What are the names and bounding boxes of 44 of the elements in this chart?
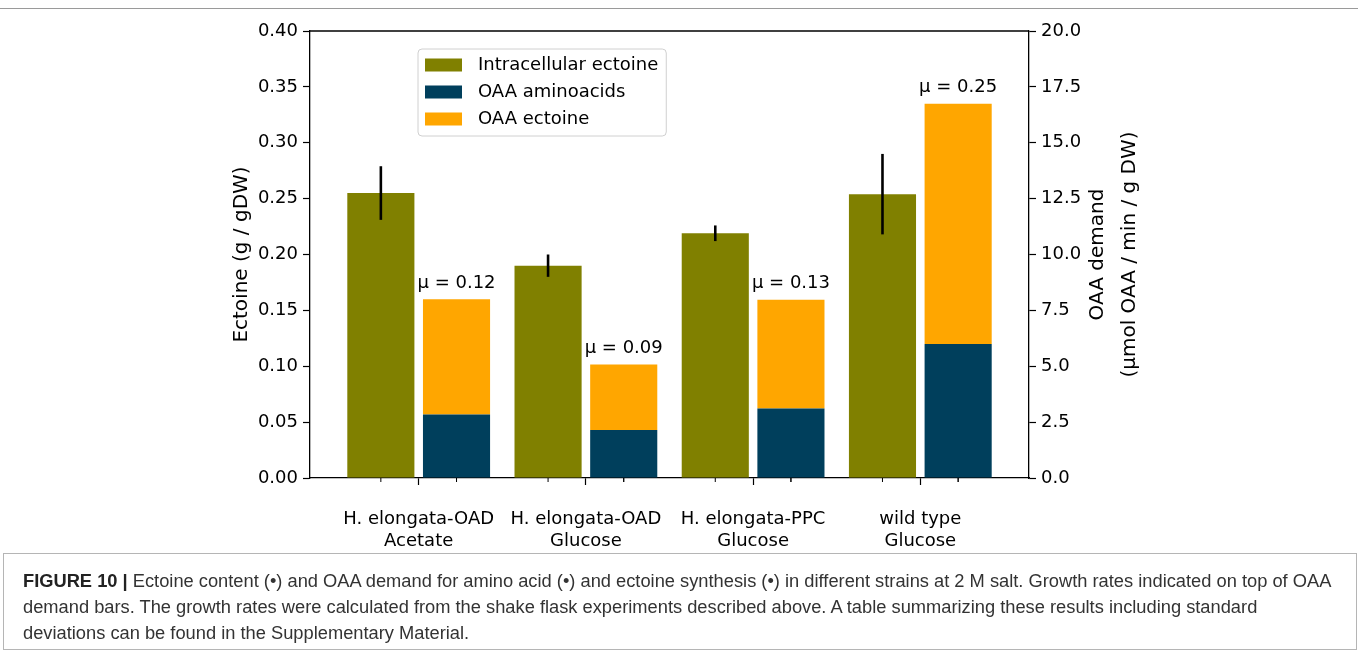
y2-tick-label: 15.0 — [1041, 130, 1082, 152]
legend-label: Intracellular ectoine — [478, 52, 659, 74]
bar — [514, 265, 582, 478]
legend-label: OAA ectoine — [478, 106, 590, 128]
caption: FIGURE 10 | Ectoine content (•) and OAA demand for amino acid (•) and ectoine synthesis (•) in different strains at 2 M salt. Growth rates indicated on top of OAA demand bars. The growth rates were calculated from the shake flask experiments described above. A table summarizing these results including standard deviations can be found in the Supplementary Material. — [23, 569, 1332, 645]
y2-tick-label: 20.0 — [1041, 18, 1082, 40]
bar — [590, 429, 658, 478]
x-tick-label: H. elongata-PPC Glucose — [680, 507, 826, 551]
y2-axis-title: OAA demand (μmol OAA / min / g DW) — [1084, 131, 1141, 378]
annotation: μ = 0.25 — [919, 75, 998, 97]
y2-tick-label: 5.0 — [1041, 353, 1070, 375]
bar — [422, 414, 491, 478]
bar — [924, 343, 992, 478]
bar — [347, 193, 415, 478]
y-tick-label: 0.05 — [257, 409, 298, 431]
bar — [590, 364, 658, 430]
x-tick-label: H. elongata-OAD Acetate — [343, 507, 495, 551]
annotation: μ = 0.13 — [751, 270, 830, 292]
y-tick-label: 0.40 — [257, 18, 298, 40]
y-tick-label: 0.20 — [257, 242, 298, 264]
bar — [924, 103, 992, 344]
y-tick-label: 0.30 — [257, 130, 298, 152]
annotation: μ = 0.12 — [417, 270, 496, 292]
bar — [757, 408, 825, 478]
x-tick-label: H. elongata-OAD Glucose — [510, 507, 662, 551]
y2-tick-label: 10.0 — [1041, 242, 1082, 264]
annotation: μ = 0.09 — [584, 335, 663, 357]
x-tick-label: wild type Glucose — [879, 507, 962, 551]
y-tick-label: 0.10 — [257, 353, 298, 375]
y-tick-label: 0.00 — [257, 465, 298, 487]
y-tick-label: 0.25 — [257, 186, 298, 208]
bar — [757, 299, 825, 409]
y2-tick-label: 2.5 — [1041, 409, 1070, 431]
y2-tick-label: 7.5 — [1041, 298, 1070, 320]
y2-tick-label: 12.5 — [1041, 186, 1082, 208]
y2-tick-label: 0.0 — [1041, 465, 1070, 487]
bar — [848, 194, 917, 478]
y-axis-title: Ectoine (g / gDW) — [228, 166, 253, 343]
bar — [422, 299, 491, 415]
y-tick-label: 0.15 — [257, 298, 298, 320]
bar — [681, 233, 749, 478]
y2-tick-label: 17.5 — [1041, 74, 1082, 96]
y-tick-label: 0.35 — [257, 74, 298, 96]
legend-label: OAA aminoacids — [478, 79, 626, 101]
